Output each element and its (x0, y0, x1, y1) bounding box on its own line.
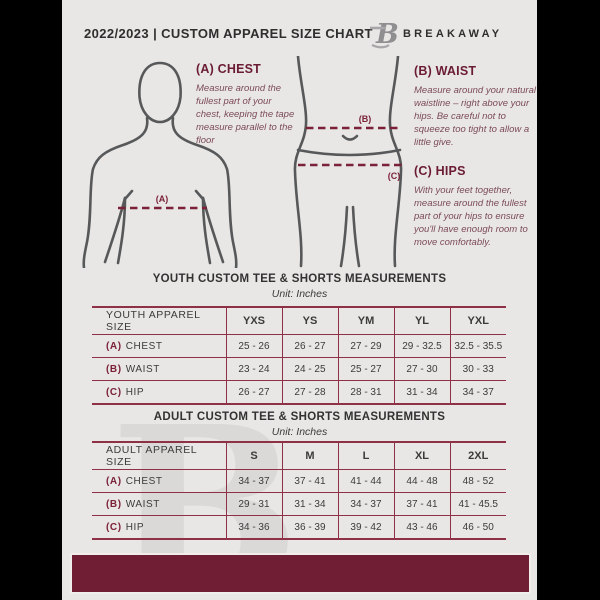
table-row: (B) WAIST 23 - 24 24 - 25 25 - 27 27 - 30… (92, 357, 506, 381)
table-cell: 27 - 28 (281, 380, 338, 405)
table-cell: 46 - 50 (449, 515, 506, 540)
table-cell: 30 - 33 (449, 357, 506, 381)
table-row: (A) CHEST 25 - 26 26 - 27 27 - 29 29 - 32… (92, 334, 506, 358)
page-title: 2022/2023 | CUSTOM APPAREL SIZE CHART (84, 26, 373, 41)
youth-hip-label: (C) HIP (92, 380, 226, 405)
hips-guide: (C) HIPS With your feet together, measur… (414, 164, 536, 250)
adult-table-unit: Unit: Inches (271, 426, 328, 438)
table-cell: 23 - 24 (225, 357, 282, 381)
youth-size-yxs: YXS (225, 306, 282, 335)
left-pillarbox (0, 0, 62, 600)
chest-guide-heading: (A) CHEST (196, 62, 261, 76)
table-cell: 44 - 48 (393, 469, 450, 493)
table-cell: 32.5 - 35.5 (449, 334, 506, 358)
youth-size-ys: YS (281, 306, 338, 335)
table-cell: 25 - 27 (337, 357, 394, 381)
table-cell: 31 - 34 (393, 380, 450, 405)
table-cell: 27 - 29 (337, 334, 394, 358)
table-cell: 41 - 45.5 (449, 492, 506, 516)
waist-guide-text: Measure around your natural waistline – … (414, 85, 536, 149)
hips-marker-label: (C) (388, 171, 401, 181)
chest-guide-text: Measure around the fullest part of your … (196, 83, 295, 147)
waist-marker-label: (B) (359, 114, 372, 124)
breakaway-logo-icon: B (370, 19, 398, 50)
table-row: (B) WAIST 29 - 31 31 - 34 34 - 37 37 - 41… (92, 492, 506, 516)
table-cell: 34 - 36 (225, 515, 282, 540)
hips-guide-text: With your feet together, measure around … (414, 185, 528, 249)
table-cell: 24 - 25 (281, 357, 338, 381)
table-cell: 26 - 27 (281, 334, 338, 358)
youth-waist-label: (B) WAIST (92, 357, 226, 381)
table-row: (C) HIP 26 - 27 27 - 28 28 - 31 31 - 34 3… (92, 380, 506, 405)
youth-table-header-row: YOUTH APPAREL SIZE YXS YS YM YL YXL (92, 306, 506, 335)
adult-size-m: M (281, 441, 338, 470)
table-cell: 36 - 39 (281, 515, 338, 540)
youth-size-label: YOUTH APPAREL SIZE (92, 306, 226, 335)
table-cell: 37 - 41 (393, 492, 450, 516)
youth-table-title: YOUTH CUSTOM TEE & SHORTS MEASUREMENTS (152, 273, 447, 285)
adult-table-title: ADULT CUSTOM TEE & SHORTS MEASUREMENTS (153, 411, 446, 423)
upper-body-figure: (A) (82, 61, 238, 268)
adult-size-table: ADULT APPAREL SIZE S M L XL 2XL (A) CHEST… (92, 441, 506, 540)
table-cell: 37 - 41 (281, 469, 338, 493)
table-cell: 34 - 37 (337, 492, 394, 516)
youth-size-table: YOUTH APPAREL SIZE YXS YS YM YL YXL (A) C… (92, 306, 506, 405)
table-cell: 29 - 32.5 (393, 334, 450, 358)
adult-chest-label: (A) CHEST (92, 469, 226, 493)
lower-body-figure: (B) (C) (293, 56, 404, 268)
table-cell: 31 - 34 (281, 492, 338, 516)
table-cell: 41 - 44 (337, 469, 394, 493)
youth-size-ym: YM (337, 306, 394, 335)
table-row: (A) CHEST 34 - 37 37 - 41 41 - 44 44 - 48… (92, 469, 506, 493)
hips-guide-heading: (C) HIPS (414, 164, 466, 178)
table-cell: 43 - 46 (393, 515, 450, 540)
table-cell: 27 - 30 (393, 357, 450, 381)
adult-size-s: S (225, 441, 282, 470)
adult-size-xl: XL (393, 441, 450, 470)
youth-chest-label: (A) CHEST (92, 334, 226, 358)
adult-size-l: L (337, 441, 394, 470)
youth-size-yl: YL (393, 306, 450, 335)
adult-waist-label: (B) WAIST (92, 492, 226, 516)
page-content: B 2022/2023 | CUSTOM APPAREL SIZE CHART … (62, 0, 537, 600)
table-cell: 26 - 27 (225, 380, 282, 405)
footer-bar (72, 555, 529, 592)
youth-size-yxl: YXL (449, 306, 506, 335)
table-cell: 48 - 52 (449, 469, 506, 493)
waist-guide: (B) WAIST Measure around your natural wa… (414, 64, 536, 150)
table-cell: 34 - 37 (225, 469, 282, 493)
adult-size-2xl: 2XL (449, 441, 506, 470)
table-cell: 25 - 26 (225, 334, 282, 358)
table-cell: 29 - 31 (225, 492, 282, 516)
table-cell: 34 - 37 (449, 380, 506, 405)
chest-marker-label: (A) (156, 194, 169, 204)
adult-table-header-row: ADULT APPAREL SIZE S M L XL 2XL (92, 441, 506, 470)
table-cell: 28 - 31 (337, 380, 394, 405)
brand-name: BREAKAWAY (403, 28, 503, 40)
chest-guide: (A) CHEST Measure around the fullest par… (196, 62, 298, 148)
waist-guide-heading: (B) WAIST (414, 64, 477, 78)
adult-hip-label: (C) HIP (92, 515, 226, 540)
youth-table-unit: Unit: Inches (271, 288, 328, 300)
right-pillarbox (538, 0, 600, 600)
adult-size-label: ADULT APPAREL SIZE (92, 441, 226, 470)
table-cell: 39 - 42 (337, 515, 394, 540)
table-row: (C) HIP 34 - 36 36 - 39 39 - 42 43 - 46 4… (92, 515, 506, 540)
